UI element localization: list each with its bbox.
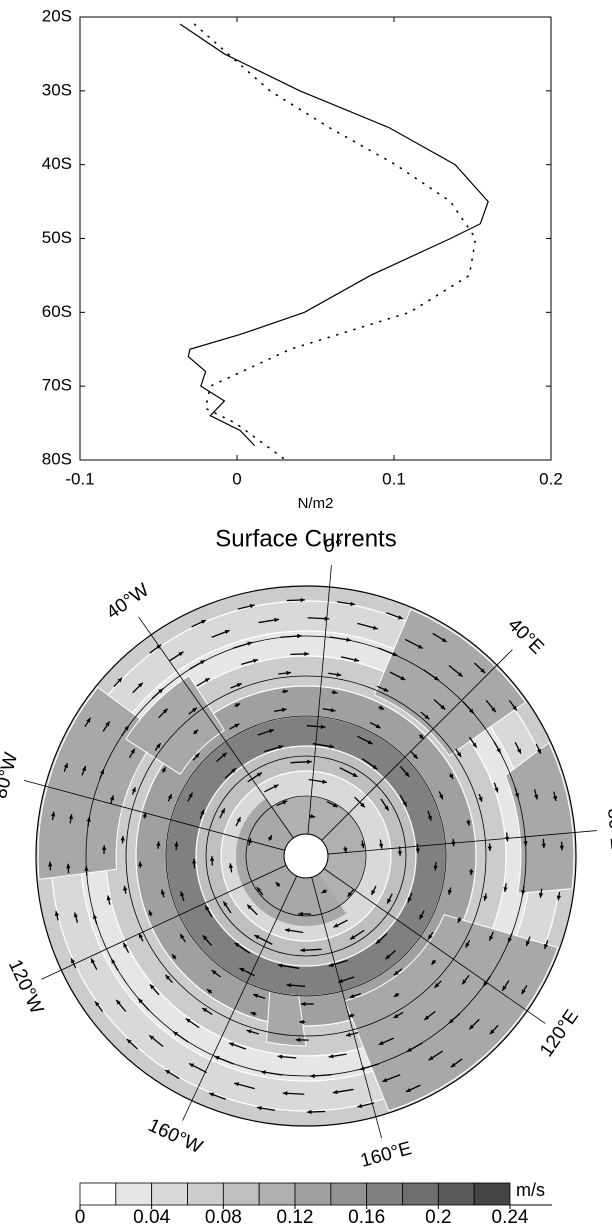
pole	[284, 834, 328, 878]
x-axis-label: N/m2	[298, 495, 334, 512]
colorbar-swatch	[474, 1183, 510, 1205]
colorbar-unit: m/s	[516, 1180, 545, 1200]
x-tick-label: 0.1	[382, 469, 406, 488]
colorbar-swatch	[80, 1183, 116, 1205]
colorbar-swatch	[116, 1183, 152, 1205]
y-tick-label: 40S	[42, 154, 72, 173]
colorbar-swatch	[367, 1183, 403, 1205]
longitude-label: 160°W	[145, 1115, 206, 1158]
colorbar-swatch	[295, 1183, 331, 1205]
longitude-label: 40°W	[103, 580, 153, 624]
longitude-label: 160°E	[358, 1138, 414, 1172]
y-tick-label: 60S	[42, 302, 72, 321]
y-tick-label: 80S	[42, 449, 72, 468]
plot-frame	[80, 17, 551, 460]
colorbar-tick-label: 0.12	[277, 1207, 314, 1227]
colorbar-tick-label: 0	[75, 1207, 86, 1227]
x-tick-label: 0.2	[539, 469, 563, 488]
x-tick-label: -0.1	[65, 469, 94, 488]
colorbar-tick-label: 0.16	[348, 1207, 385, 1227]
colorbar-swatch	[188, 1183, 224, 1205]
y-tick-label: 50S	[42, 228, 72, 247]
stress-chart: 20S 30S 40S 50S 60S 70S 80S-0.1 0 0.1 0.2 N/m2	[42, 6, 563, 511]
longitude-label: 120°E	[536, 1006, 583, 1061]
colorbar-tick-label: 0.08	[205, 1207, 242, 1227]
colorbar-tick-label: 0.24	[492, 1207, 529, 1227]
series-line	[180, 24, 488, 445]
x-tick-label: 0	[232, 469, 241, 488]
y-tick-label: 70S	[42, 376, 72, 395]
colorbar-swatch	[438, 1183, 474, 1205]
map: Surface Currents0°40°E80°E120°E160°E160°…	[0, 525, 612, 1227]
colorbar-swatch	[403, 1183, 439, 1205]
colorbar-swatch	[259, 1183, 295, 1205]
longitude-label: 0°	[323, 535, 343, 558]
colorbar-tick-label: 0.04	[133, 1207, 170, 1227]
y-tick-label: 30S	[42, 80, 72, 99]
map-title: Surface Currents	[215, 525, 396, 552]
longitude-label: 80°W	[0, 750, 22, 801]
series-line	[195, 24, 476, 460]
colorbar-tick-label: 0.2	[425, 1207, 451, 1227]
colorbar-swatch	[331, 1183, 367, 1205]
longitude-label: 120°W	[4, 956, 47, 1017]
y-tick-label: 20S	[42, 6, 72, 25]
colorbar-swatch	[152, 1183, 188, 1205]
colorbar-swatch	[223, 1183, 259, 1205]
longitude-label: 80°E	[603, 807, 612, 850]
